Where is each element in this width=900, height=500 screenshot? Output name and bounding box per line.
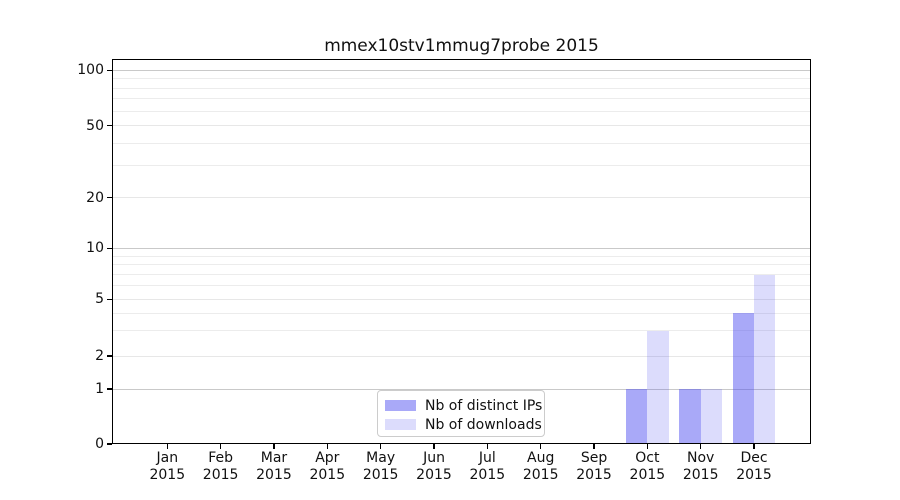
minor-gridline	[112, 330, 811, 332]
x-tick-month: Nov	[687, 450, 715, 466]
x-tick-month: Feb	[208, 450, 234, 466]
minor-gridline	[112, 264, 811, 266]
bar-downloads	[647, 330, 669, 444]
x-tick-month: Dec	[740, 450, 768, 466]
x-tick-mark	[166, 444, 168, 449]
x-tick-label: May 2015	[351, 450, 411, 484]
x-tick-label: Apr 2015	[297, 450, 357, 484]
bar-downloads	[700, 389, 722, 444]
x-tick-year: 2015	[256, 467, 292, 483]
x-tick-month: Aug	[527, 450, 555, 466]
x-tick-mark	[593, 444, 595, 449]
x-tick-month: Jan	[156, 450, 179, 466]
x-tick-mark	[646, 444, 648, 449]
legend-label-downloads: Nb of downloads	[425, 416, 542, 433]
y-tick-label: 10	[86, 240, 104, 257]
major-gridline	[112, 247, 811, 249]
x-tick-label: Mar 2015	[244, 450, 304, 484]
legend-swatch-distinct-ips	[385, 400, 416, 411]
y-tick-mark	[107, 125, 112, 127]
minor-gridline	[112, 285, 811, 287]
y-tick-mark	[107, 355, 112, 357]
x-tick-label: Nov 2015	[671, 450, 731, 484]
minor-gridline	[112, 312, 811, 314]
y-tick-mark	[107, 443, 112, 445]
x-tick-month: Jun	[423, 450, 445, 466]
minor-gridline	[112, 142, 811, 144]
major-gridline	[112, 388, 811, 390]
x-tick-year: 2015	[629, 467, 666, 483]
minor-gridline	[112, 274, 811, 276]
x-tick-year: 2015	[309, 467, 346, 483]
y-tick-mark	[107, 388, 112, 390]
minor-gridline	[112, 110, 811, 112]
major-gridline	[112, 69, 811, 71]
x-tick-mark	[326, 444, 328, 449]
x-tick-label: Jan 2015	[137, 450, 197, 484]
x-tick-month: Apr	[315, 450, 340, 466]
x-tick-month: Jul	[478, 450, 496, 466]
minor-gridline	[112, 98, 811, 100]
tick-gridline	[112, 197, 811, 199]
tick-gridline	[112, 125, 811, 127]
x-tick-label: Jul 2015	[457, 450, 517, 484]
legend-item-downloads: Nb of downloads	[385, 415, 544, 434]
minor-gridline	[112, 78, 811, 80]
x-tick-label: Sep 2015	[564, 450, 624, 484]
x-tick-year: 2015	[736, 467, 772, 483]
legend-label-distinct-ips: Nb of distinct IPs	[425, 397, 543, 414]
minor-gridline	[112, 255, 811, 257]
bar-distinct-ips	[732, 313, 755, 444]
x-tick-year: 2015	[416, 467, 452, 483]
bar-downloads	[754, 274, 776, 444]
x-tick-mark	[433, 444, 435, 449]
y-tick-mark	[107, 247, 112, 249]
x-tick-year: 2015	[362, 467, 399, 483]
y-tick-label: 50	[86, 117, 104, 134]
x-tick-year: 2015	[202, 467, 239, 483]
x-tick-mark	[753, 444, 755, 449]
x-tick-mark	[273, 444, 275, 449]
x-tick-label: Dec 2015	[724, 450, 784, 484]
legend-swatch-downloads	[385, 419, 416, 430]
legend-item-distinct-ips: Nb of distinct IPs	[385, 396, 544, 415]
y-tick-mark	[107, 197, 112, 199]
minor-gridline	[112, 165, 811, 167]
x-tick-year: 2015	[682, 467, 719, 483]
x-tick-mark	[486, 444, 488, 449]
y-tick-label: 5	[95, 291, 104, 308]
x-tick-label: Jun 2015	[404, 450, 464, 484]
x-tick-year: 2015	[522, 467, 559, 483]
x-tick-label: Oct 2015	[617, 450, 677, 484]
chart-title: mmex10stv1mmug7probe 2015	[324, 36, 599, 56]
y-tick-label: 0	[95, 436, 104, 452]
x-tick-month: Oct	[635, 450, 660, 466]
legend: Nb of distinct IPs Nb of downloads	[377, 390, 545, 437]
minor-gridline	[112, 87, 811, 89]
x-tick-month: Mar	[260, 450, 288, 466]
x-tick-year: 2015	[576, 467, 612, 483]
y-tick-label: 20	[86, 189, 104, 206]
tick-gridline	[112, 355, 811, 357]
x-tick-label: Aug 2015	[511, 450, 571, 484]
y-tick-label: 2	[95, 348, 104, 364]
bar-distinct-ips	[679, 389, 701, 444]
x-tick-mark	[220, 444, 222, 449]
y-tick-label: 100	[77, 62, 104, 79]
y-tick-label: 1	[95, 381, 104, 397]
x-tick-month: May	[366, 450, 396, 466]
x-tick-month: Sep	[580, 450, 608, 466]
x-tick-year: 2015	[469, 467, 506, 483]
x-tick-year: 2015	[149, 467, 186, 483]
plot-area	[112, 59, 811, 444]
x-tick-label: Feb 2015	[191, 450, 251, 484]
bar-distinct-ips	[626, 389, 648, 444]
x-tick-mark	[700, 444, 702, 449]
x-tick-mark	[380, 444, 382, 449]
y-tick-mark	[107, 298, 112, 300]
tick-gridline	[112, 298, 811, 300]
x-tick-mark	[540, 444, 542, 449]
y-tick-mark	[107, 69, 112, 71]
